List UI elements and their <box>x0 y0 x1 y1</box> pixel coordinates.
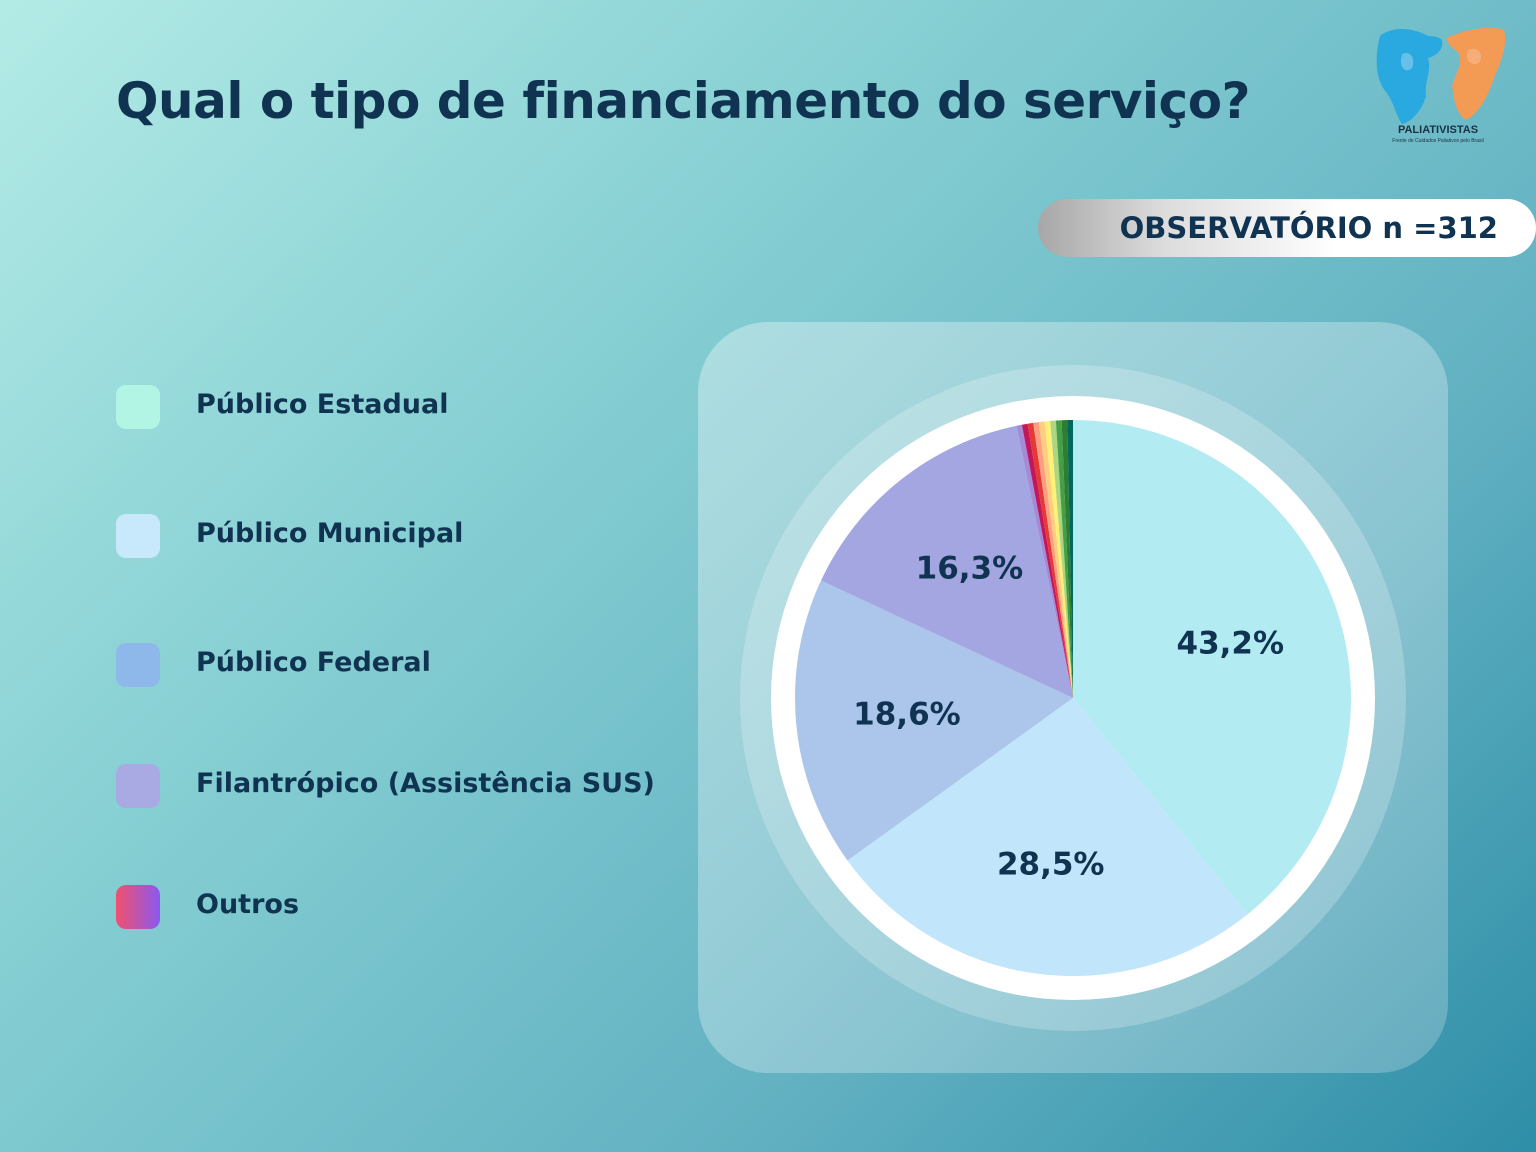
legend-item-filantropico: Filantrópico (Assistência SUS) <box>116 764 716 810</box>
pie-slice-outros-segment <box>1067 420 1073 698</box>
legend-item-outros: Outros <box>116 885 716 931</box>
pie-slice <box>795 580 1073 861</box>
legend-label: Público Estadual <box>196 389 449 420</box>
pie-slice-outros-segment <box>1044 420 1073 698</box>
legend-item-publico-federal: Público Federal <box>116 643 716 689</box>
pie-slice-outros-segment <box>1050 420 1073 698</box>
slice-value-label: 16,3% <box>916 550 1024 586</box>
pie-slice <box>847 698 1248 977</box>
legend-swatch <box>116 643 160 687</box>
slice-value-label: 18,6% <box>853 697 961 733</box>
page-title: Qual o tipo de financiamento do serviço? <box>116 72 1251 130</box>
legend-item-publico-estadual: Público Estadual <box>116 385 716 431</box>
pie-slice-outros-segment <box>1027 422 1073 698</box>
pie-slice-outros-segment <box>1038 421 1073 698</box>
legend-label: Público Municipal <box>196 518 464 549</box>
slice-value-label: 28,5% <box>997 846 1105 882</box>
logo-tagline: Frente de Cuidados Paliativos pelo Brasi… <box>1392 138 1484 144</box>
logo-name: PALIATIVISTAS <box>1397 124 1479 136</box>
pie-slice <box>1073 420 1351 915</box>
pie-slice-outros-segment <box>1055 420 1073 698</box>
legend-label: Filantrópico (Assistência SUS) <box>196 768 655 799</box>
sample-size-text: OBSERVATÓRIO n =312 <box>1119 211 1498 245</box>
sample-size-badge: OBSERVATÓRIO n =312 <box>1038 199 1536 257</box>
legend-swatch <box>116 514 160 558</box>
logo-icon <box>1376 27 1506 124</box>
pie-slice-outros-segment <box>1016 424 1073 698</box>
slice-value-label: 43,2% <box>1177 625 1285 661</box>
legend-item-publico-municipal: Público Municipal <box>116 514 716 560</box>
legend-swatch <box>116 385 160 429</box>
pie-slice-outros-segment <box>1033 422 1073 698</box>
legend-label: Público Federal <box>196 647 431 678</box>
pie-slice <box>821 425 1073 698</box>
pie-slice-outros-segment <box>1061 420 1073 698</box>
pie-slice-outros-segment <box>1021 423 1073 698</box>
legend-swatch <box>116 885 160 929</box>
legend-swatch <box>116 764 160 808</box>
legend-label: Outros <box>196 889 300 920</box>
